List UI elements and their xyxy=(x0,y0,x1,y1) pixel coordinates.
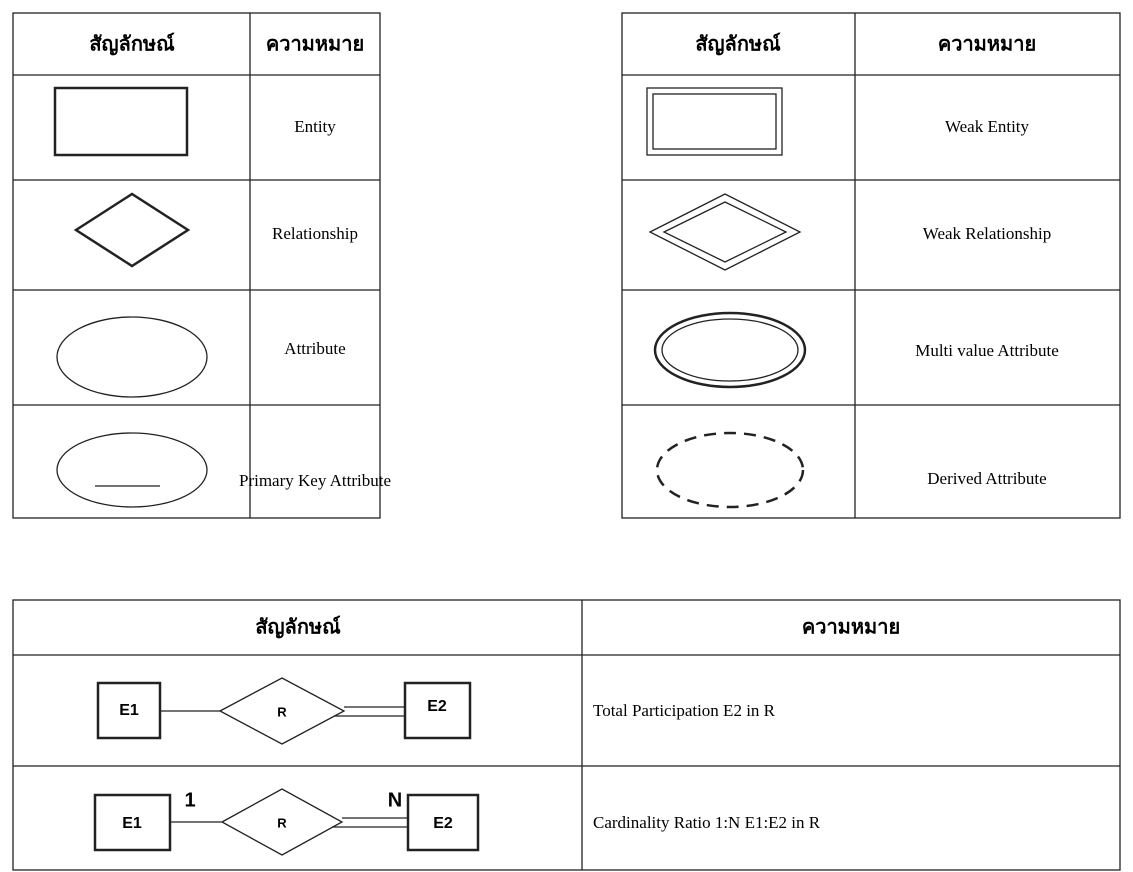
header: ความหมาย xyxy=(266,32,364,56)
entity-label: E2 xyxy=(427,698,447,715)
multi-value-outer xyxy=(653,311,807,389)
meaning: Weak Entity xyxy=(945,117,1030,136)
meaning: Relationship xyxy=(272,224,358,243)
relation-label: R xyxy=(277,704,287,719)
top-left-table: สัญลักษณ์ ความหมาย Entity Relationship A… xyxy=(12,12,391,519)
double-connector xyxy=(332,817,408,828)
cardinality-label: 1 xyxy=(184,789,195,811)
meaning: Total Participation E2 in R xyxy=(593,701,776,720)
table-border xyxy=(12,12,381,519)
entity-box xyxy=(403,681,472,740)
header: สัญลักษณ์ xyxy=(89,32,175,56)
table-border xyxy=(621,12,1121,519)
meaning: Multi value Attribute xyxy=(915,341,1059,360)
table-grid xyxy=(13,13,380,518)
entity-label: E1 xyxy=(122,815,142,832)
meaning: Entity xyxy=(294,117,336,136)
entity-box xyxy=(406,793,480,852)
table-border xyxy=(12,599,1121,871)
double-connector xyxy=(334,706,405,717)
meaning: Primary Key Attribute xyxy=(239,471,391,490)
pk-attribute-symbol xyxy=(56,432,208,508)
meaning: Derived Attribute xyxy=(927,469,1046,488)
weak-entity-inner xyxy=(652,93,777,150)
top-right-table: สัญลักษณ์ ความหมาย Weak Entity Weak Rela… xyxy=(621,12,1121,519)
cardinality-label: N xyxy=(388,789,402,811)
entity-label: E1 xyxy=(119,702,139,719)
bottom-table: สัญลักษณ์ ความหมาย E1 R E2 Total Partici… xyxy=(12,599,1121,871)
meaning: Weak Relationship xyxy=(923,224,1051,243)
relation-diamond xyxy=(218,677,346,745)
weak-entity-outer xyxy=(646,87,783,156)
table-grid xyxy=(13,600,1120,870)
weak-relationship-outer xyxy=(648,193,802,271)
attribute-symbol xyxy=(56,316,208,398)
table-grid xyxy=(622,13,1120,518)
multi-value-inner xyxy=(661,318,799,382)
meaning: Cardinality Ratio 1:N E1:E2 in R xyxy=(593,813,821,832)
header: ความหมาย xyxy=(802,615,900,639)
header: ความหมาย xyxy=(938,32,1036,56)
derived-attribute-symbol xyxy=(655,431,805,509)
entity-label: E2 xyxy=(433,815,453,832)
header: สัญลักษณ์ xyxy=(255,615,341,639)
relation-label: R xyxy=(277,815,287,830)
relationship-symbol xyxy=(73,192,191,268)
entity-symbol xyxy=(53,86,189,157)
relation-diamond xyxy=(220,788,344,856)
weak-relationship-inner xyxy=(662,201,788,263)
header: สัญลักษณ์ xyxy=(695,32,781,56)
meaning: Attribute xyxy=(284,339,345,358)
